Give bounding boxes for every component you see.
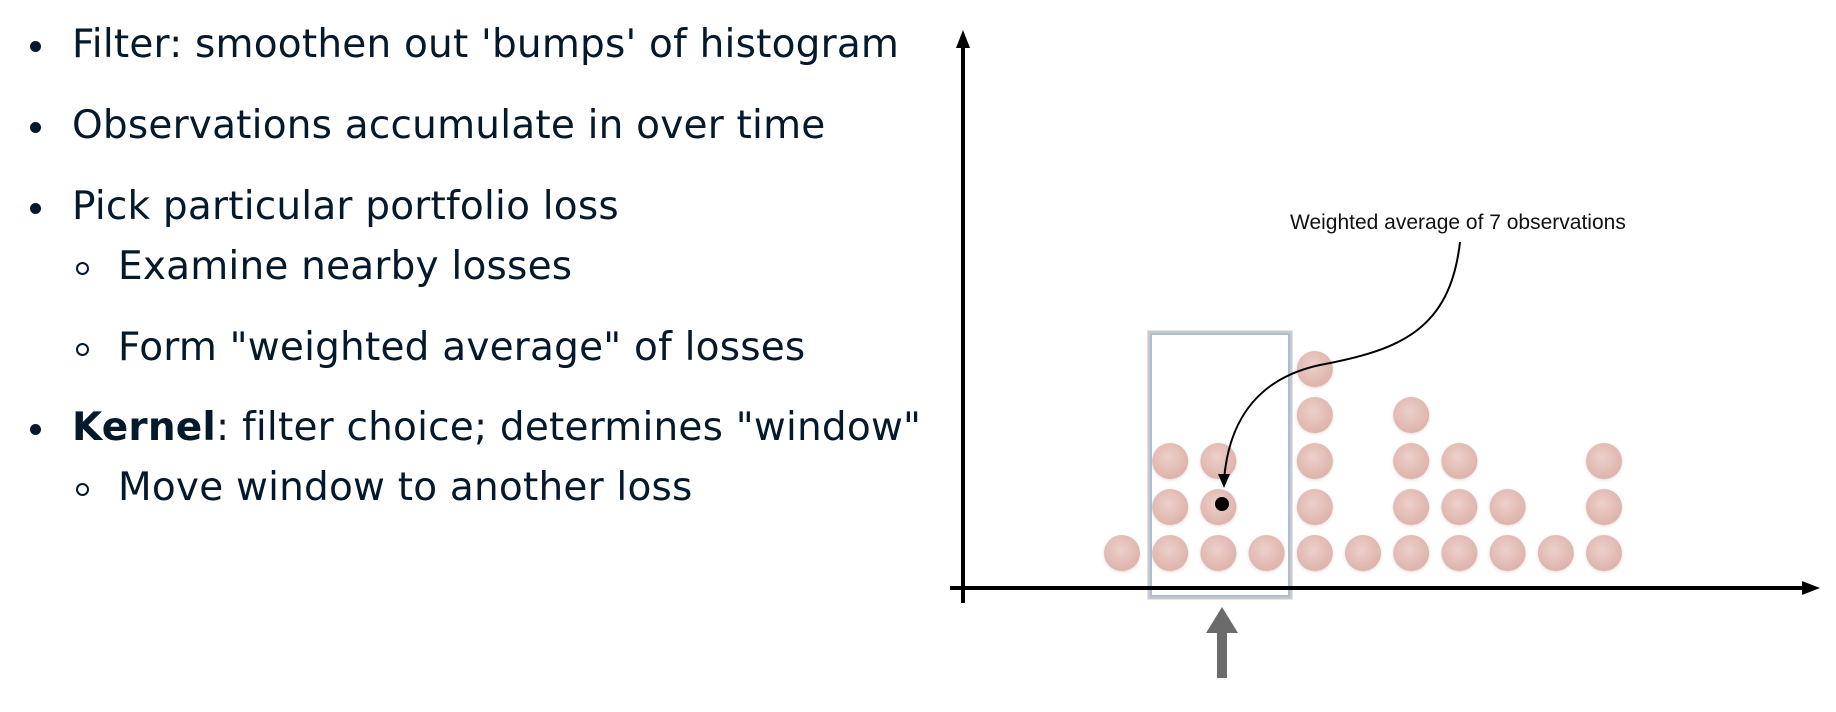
- observation-dot: [1345, 535, 1381, 571]
- y-axis-arrowhead: [956, 30, 970, 48]
- observation-dot: [1296, 535, 1333, 571]
- observation-dot: [1586, 489, 1622, 525]
- observation-dot: [1441, 535, 1478, 571]
- observation-dot: [1296, 489, 1333, 525]
- observation-dot: [1489, 489, 1526, 525]
- callout-arrow: [1223, 241, 1461, 481]
- observation-dot: [1152, 489, 1189, 525]
- bullet-observations: Observations accumulate in over time: [29, 103, 826, 148]
- kernel-window-inner: [1150, 333, 1290, 597]
- observation-dot: [1200, 443, 1237, 479]
- observation-dot: [1537, 535, 1574, 571]
- observation-dot: [1248, 535, 1285, 571]
- kernel-description: : filter choice; determines "window": [216, 405, 922, 450]
- bullet-pick-loss: Pick particular portfolio loss: [30, 184, 619, 229]
- observation-dot: [1152, 535, 1189, 571]
- sub-bullet-weighted-average: Form "weighted average" of losses: [75, 325, 806, 370]
- observation-dot: [1489, 535, 1526, 571]
- window-pointer-arrow: [1206, 607, 1238, 678]
- observation-dot: [1393, 535, 1430, 571]
- observation-dot: [1296, 351, 1333, 387]
- observation-dot: [1441, 489, 1478, 525]
- observation-dot: [1296, 397, 1333, 433]
- observation-dot: [1586, 443, 1622, 479]
- callout-label: Weighted average of 7 observations: [1290, 211, 1626, 234]
- bullet-filter: Filter: smoothen out 'bumps' of histogra…: [29, 22, 900, 67]
- observation-dot: [1104, 535, 1140, 571]
- observation-dot: [1393, 397, 1430, 433]
- x-axis-arrowhead: [1802, 581, 1820, 595]
- bullet-kernel: Kernel: filter choice; determines "windo…: [29, 405, 922, 450]
- bullet-list: Filter: smoothen out 'bumps' of histogra…: [29, 22, 922, 510]
- observation-dot: [1586, 535, 1622, 571]
- observation-dots: [1104, 351, 1622, 571]
- callout-arrowhead: [1218, 474, 1230, 488]
- observation-dot: [1393, 489, 1430, 525]
- axes: [950, 30, 1820, 603]
- observation-dot: [1152, 443, 1189, 479]
- kernel-term: Kernel: [72, 405, 217, 450]
- kernel-window-outline: [1147, 330, 1293, 600]
- pointer-head: [1206, 607, 1238, 633]
- observation-dot: [1393, 443, 1430, 479]
- pointer-shaft: [1217, 630, 1227, 678]
- sub-bullet-examine: Examine nearby losses: [75, 244, 573, 289]
- sub-bullet-move-window: Move window to another loss: [76, 465, 693, 510]
- observation-dot: [1200, 535, 1237, 571]
- observation-dot: [1441, 443, 1478, 479]
- observation-dot: [1296, 443, 1333, 479]
- center-point: [1215, 497, 1229, 511]
